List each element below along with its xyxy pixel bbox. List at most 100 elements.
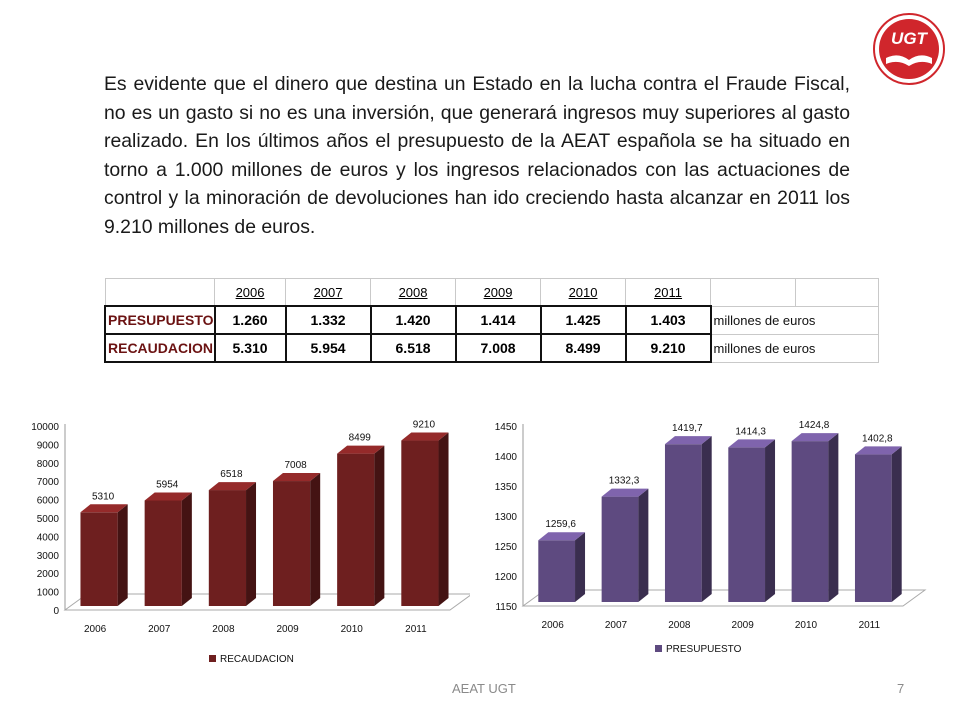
bar-side <box>765 439 776 602</box>
data-label: 1402,8 <box>862 433 893 444</box>
bar <box>664 444 702 602</box>
table-cell: 1.332 <box>284 305 372 335</box>
year-header: 2007 <box>285 278 372 307</box>
bar-side <box>438 432 449 606</box>
presupuesto-chart: 1450 1400 1350 1300 1250 1200 1150 1259,6 2006 13… <box>495 420 927 655</box>
row-label: RECAUDACION <box>104 333 216 363</box>
footer-label: AEAT UGT <box>452 681 516 696</box>
bar-top <box>144 492 192 501</box>
data-label: 6518 <box>220 469 243 480</box>
data-label: 7008 <box>284 460 307 471</box>
legend-swatch <box>209 655 216 662</box>
y-tick-label: 1200 <box>495 572 518 583</box>
bar-top <box>401 432 449 441</box>
page-number: 7 <box>897 681 905 696</box>
legend-label: RECAUDACION <box>220 654 294 665</box>
recaudacion-chart: 1000090008000700060005000400030002000100… <box>31 420 470 665</box>
legend-label: PRESUPUESTO <box>666 644 742 655</box>
year-header: 2010 <box>540 278 627 307</box>
bar-side <box>828 433 839 602</box>
bar-top <box>337 445 385 454</box>
bar-side <box>117 504 128 606</box>
bar-side <box>638 488 649 602</box>
bar-side <box>181 492 192 606</box>
data-label: 1414,3 <box>735 426 766 437</box>
x-tick-label: 2007 <box>605 620 628 631</box>
x-tick-label: 2009 <box>276 624 299 635</box>
y-tick-label: 8000 <box>37 459 60 470</box>
bar <box>791 441 829 602</box>
y-tick-label: 1350 <box>495 482 518 493</box>
data-label: 5954 <box>156 479 179 490</box>
unit-label: millones de euros <box>710 333 880 363</box>
x-tick-label: 2008 <box>212 624 235 635</box>
row-label: PRESUPUESTO <box>104 305 216 335</box>
bar <box>601 496 639 602</box>
x-tick-label: 2011 <box>859 620 881 631</box>
y-tick-label: 10000 <box>31 422 59 433</box>
y-tick-label: 1450 <box>495 422 518 433</box>
bar-side <box>891 446 902 602</box>
y-tick-label: 6000 <box>37 496 60 507</box>
x-tick-label: 2007 <box>148 624 171 635</box>
x-tick-label: 2006 <box>84 624 107 635</box>
data-label: 1424,8 <box>799 420 830 431</box>
y-tick-label: 1150 <box>495 602 517 613</box>
y-tick-label: 1400 <box>495 452 518 463</box>
y-tick-label: 0 <box>53 606 59 617</box>
table-cell: 1.414 <box>454 305 542 335</box>
intro-paragraph: Es evidente que el dinero que destina un… <box>104 73 850 238</box>
table-cell: 1.403 <box>624 305 712 335</box>
bar <box>337 453 375 606</box>
y-tick-label: 4000 <box>37 532 60 543</box>
y-tick-label: 7000 <box>37 477 60 488</box>
bar-top <box>601 488 649 497</box>
y-tick-label: 1250 <box>495 542 518 553</box>
x-tick-label: 2006 <box>542 620 565 631</box>
table-row: PRESUPUESTO 1.260 1.332 1.420 1.414 1.42… <box>104 305 880 335</box>
bar-side <box>701 436 712 602</box>
x-tick-label: 2011 <box>405 624 427 635</box>
bar-side <box>310 473 321 606</box>
bar <box>854 454 892 602</box>
bar-side <box>575 532 586 602</box>
ugt-logo: UGT <box>873 13 945 85</box>
table-cell: 1.425 <box>539 305 627 335</box>
x-tick-label: 2010 <box>795 620 818 631</box>
bar-top <box>272 473 321 482</box>
table-corner-cell <box>104 278 216 307</box>
empty-cell <box>795 278 880 307</box>
year-header: 2009 <box>455 278 542 307</box>
table-cell: 1.420 <box>369 305 457 335</box>
y-tick-label: 1000 <box>37 588 60 599</box>
chart-floor <box>521 589 927 607</box>
bar-top <box>791 433 839 442</box>
table-cell: 5.310 <box>213 333 287 363</box>
data-label: 1259,6 <box>545 519 576 530</box>
table-cell: 8.499 <box>539 333 627 363</box>
y-tick-label: 9000 <box>37 440 60 451</box>
svg-text:UGT: UGT <box>891 29 929 48</box>
bar-top <box>80 504 128 513</box>
y-tick-label: 3000 <box>37 551 60 562</box>
table-cell: 6.518 <box>369 333 457 363</box>
year-header: 2008 <box>370 278 457 307</box>
bar <box>144 500 182 606</box>
table-cell: 9.210 <box>624 333 712 363</box>
year-header: 2011 <box>625 278 712 307</box>
data-label: 9210 <box>413 420 436 431</box>
x-tick-label: 2008 <box>668 620 691 631</box>
data-label: 8499 <box>349 433 372 444</box>
x-tick-label: 2010 <box>341 624 364 635</box>
y-tick-label: 2000 <box>37 569 60 580</box>
bar <box>80 512 118 606</box>
table-cell: 7.008 <box>454 333 542 363</box>
unit-label: millones de euros <box>710 305 880 335</box>
data-label: 1419,7 <box>672 423 703 434</box>
bar-top <box>208 482 257 491</box>
table-row: RECAUDACION 5.310 5.954 6.518 7.008 8.49… <box>104 333 880 363</box>
x-tick-label: 2009 <box>732 620 755 631</box>
bar-side <box>374 445 385 606</box>
y-tick-label: 5000 <box>37 514 60 525</box>
bar-side <box>246 482 257 606</box>
